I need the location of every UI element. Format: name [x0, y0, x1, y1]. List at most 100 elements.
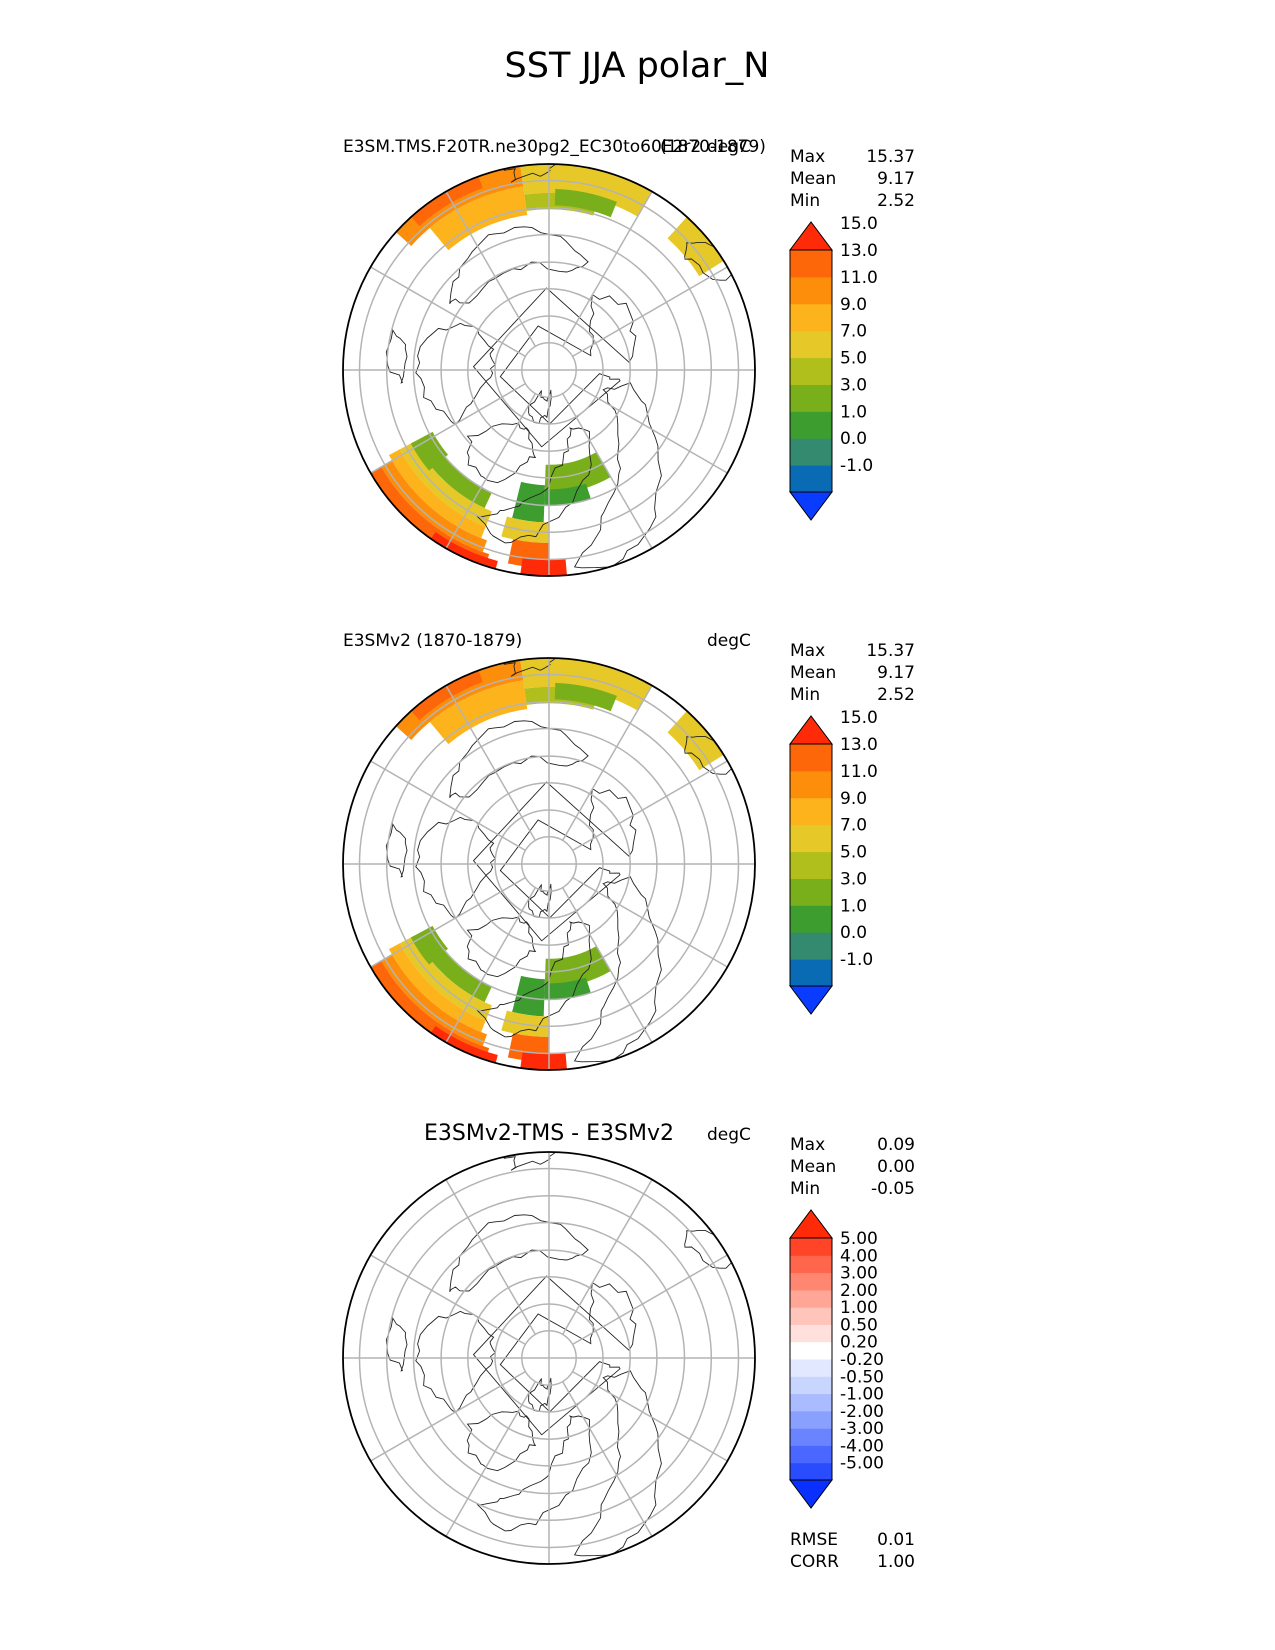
panel-3-coastline-9 — [503, 1152, 561, 1171]
panel-2-colorbar-tick-label-5: 7.0 — [840, 816, 867, 836]
panel-3-colorbar-segment-6 — [790, 1376, 832, 1395]
panel-1-colorbar-tick-label-2: 1.0 — [840, 402, 867, 422]
panel-3-coastline-6 — [528, 1377, 552, 1413]
panel-2-sst-pacific-2 — [408, 666, 483, 721]
panel-1-colorbar-tick-label-6: 9.0 — [840, 295, 867, 315]
panel-2-units: degC — [707, 631, 751, 651]
panel-2-map-area — [343, 658, 755, 1070]
panel-2-colorbar-tick-label-0: -1.0 — [840, 950, 873, 970]
panel-3-colorbar-segment-12 — [790, 1272, 832, 1291]
panel-2-sst-pacific-6 — [667, 707, 728, 771]
panel-3-meridian-1 — [561, 1179, 653, 1335]
panel-1-coastline-6 — [528, 389, 552, 425]
panel-2-sst-pacific-0 — [429, 680, 528, 745]
panel-3-colorbar-segment-9 — [790, 1324, 832, 1343]
panel-2-colorbar-tick-label-8: 13.0 — [840, 735, 878, 755]
panel-1-meridian-11 — [445, 191, 537, 347]
panel-3-colorbar: -5.00-4.00-3.00-2.00-1.00-0.50-0.200.200… — [789, 1209, 884, 1509]
panel-3-colorbar-segment-10 — [790, 1307, 832, 1325]
panel-1-sst-atlantic-12 — [410, 431, 449, 471]
panel-2-colorbar-segment-3 — [790, 905, 832, 933]
panel-1-colorbar-segment-7 — [790, 303, 832, 332]
panel-1-stat-min-value: 2.52 — [877, 191, 915, 211]
panel-1-stat-mean-label: Mean — [790, 169, 836, 189]
panel-1-colorbar-segment-3 — [790, 411, 832, 439]
panel-1-meridian-5 — [561, 393, 653, 549]
panel-3-title: E3SMv2-TMS - E3SMv2 — [424, 1121, 674, 1146]
panel-3-metric-corr-value: 1.00 — [877, 1552, 915, 1572]
panel-1-colorbar-segment-5 — [790, 357, 832, 385]
panel-3-colorbar-segment-7 — [790, 1359, 832, 1377]
panel-1-stat-mean-value: 9.17 — [877, 169, 915, 189]
panel-2-colorbar-tick-label-3: 3.0 — [840, 869, 867, 889]
panel-3-colorbar-tick-label-11: 3.00 — [840, 1264, 878, 1284]
panel-3-colorbar-segment-11 — [790, 1289, 832, 1308]
panel-1-coastline-7 — [385, 328, 408, 384]
panel-3-metric-rmse-label: RMSE — [790, 1530, 838, 1550]
panel-3-colorbar-extend-min — [789, 1479, 833, 1509]
panel-1-meridian-2 — [572, 266, 728, 358]
panel-3-colorbar-tick-label-7: 0.20 — [840, 1333, 878, 1353]
panel-3-map-boundary — [342, 1151, 756, 1565]
panel-2-sst-atlantic-2 — [388, 943, 486, 1033]
panel-1-map — [342, 163, 756, 577]
panel-2-meridian-10 — [370, 760, 526, 852]
panel-2-colorbar-tick-label-7: 11.0 — [840, 762, 878, 782]
panel-2-coastline-9 — [503, 658, 561, 677]
panel-2-colorbar-tick-label-1: 0.0 — [840, 923, 867, 943]
panel-2-colorbar-tick-label-6: 9.0 — [840, 789, 867, 809]
panel-2-coastline-2 — [476, 921, 592, 1038]
panel-3-stat-mean-value: 0.00 — [877, 1157, 915, 1177]
panel-1-colorbar-tick-label-7: 11.0 — [840, 268, 878, 288]
panel-3-coastline-2 — [476, 1415, 592, 1532]
panel-1: E3SM.TMS.F20TR.ne30pg2_EC30to60E2r2 (187… — [342, 137, 915, 577]
panel-1-sst-pacific-2 — [408, 172, 483, 227]
panel-2-stat-mean-value: 9.17 — [877, 663, 915, 683]
panel-1-colorbar-extend-min — [789, 491, 833, 521]
panel-1-units: degC — [707, 137, 751, 157]
panel-1-meridian-10 — [370, 266, 526, 358]
panel-1-colorbar-tick-label-0: -1.0 — [840, 456, 873, 476]
panel-1-sst-atlantic-3 — [381, 460, 487, 552]
panel-3-units: degC — [707, 1125, 751, 1145]
panel-3-stat-max-label: Max — [790, 1135, 825, 1155]
panel-2-sst-atlantic-4 — [367, 960, 490, 1064]
panel-3-colorbar-frame — [789, 1237, 833, 1481]
panel-2-meridian-2 — [572, 760, 728, 852]
panel-1-colorbar-segment-6 — [790, 330, 832, 359]
panel-1-sst-atlantic-4 — [367, 466, 490, 570]
panel-1-coastline-2 — [476, 427, 592, 544]
panel-3-colorbar-tick-label-12: 4.00 — [840, 1246, 878, 1266]
panel-3-coastline-5 — [449, 1214, 589, 1292]
panel-2-meridian-5 — [561, 887, 653, 1043]
panel-1-colorbar-segment-8 — [790, 276, 832, 305]
panel-3-colorbar-tick-label-5: -0.50 — [840, 1367, 884, 1387]
panel-1-colorbar-segment-1 — [790, 465, 832, 493]
panel-1-sst-atlantic-11 — [544, 483, 592, 506]
panel-1-sst-atlantic-6 — [512, 481, 545, 523]
panel-2-colorbar: -1.0 0.0 1.0 3.0 5.0 7.0 9.0 11.0 13.0 15.0 — [789, 708, 878, 1015]
panel-3-colorbar-segment-14 — [790, 1238, 832, 1256]
panel-1-coastline-4 — [472, 287, 637, 448]
panel-2-colorbar-segment-4 — [790, 878, 832, 906]
panel-3-colorbar-segment-2 — [790, 1445, 832, 1464]
panel-3-metric-rmse-value: 0.01 — [877, 1530, 915, 1550]
panel-3-coastline-7 — [385, 1316, 408, 1372]
panel-2-meridian-4 — [572, 876, 728, 968]
panel-3-stat-mean-label: Mean — [790, 1157, 836, 1177]
panel-1-title: E3SM.TMS.F20TR.ne30pg2_EC30to60E2r2 — [343, 137, 701, 157]
panel-3-colorbar-segment-5 — [790, 1393, 832, 1412]
panel-1-sst-atlantic-10 — [544, 452, 611, 494]
panel-1-meridian-8 — [370, 382, 526, 474]
panel-2-colorbar-segment-9 — [790, 744, 832, 772]
panel-1-stat-max-value: 15.37 — [866, 147, 915, 167]
panel-2-colorbar-segment-7 — [790, 797, 832, 826]
panel-3-meridian-11 — [445, 1179, 537, 1335]
panel-2-colorbar-segment-5 — [790, 851, 832, 879]
panel-2-meridian-8 — [370, 876, 526, 968]
panel-2-sst-atlantic-7 — [501, 1010, 549, 1038]
panel-2-map — [342, 657, 756, 1071]
panel-3-colorbar-segment-13 — [790, 1255, 832, 1274]
panel-2-sst-atlantic-12 — [410, 925, 449, 965]
